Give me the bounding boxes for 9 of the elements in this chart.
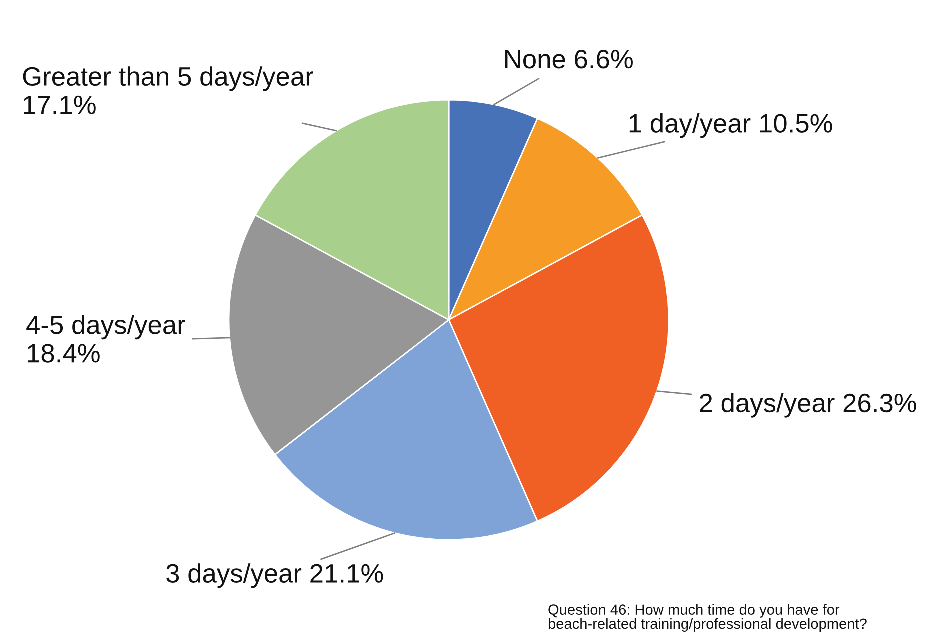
slice-label: 2 days/year 26.3% xyxy=(700,393,916,418)
data-label: 18.4% xyxy=(28,344,100,363)
slice-label: Greater than 5 days/year xyxy=(23,66,314,92)
slice-label: 4-5 days/year xyxy=(26,315,186,340)
slice-label: 1 day/year 10.5% xyxy=(630,114,832,138)
slice-label: None 6.6% xyxy=(506,50,633,69)
data-label: 17.1% xyxy=(24,96,96,114)
text: Question 46: How much time do you have for beach-related training/professional development? xyxy=(548,604,867,632)
slice-label: 3 days/year 21.1% xyxy=(166,564,384,588)
